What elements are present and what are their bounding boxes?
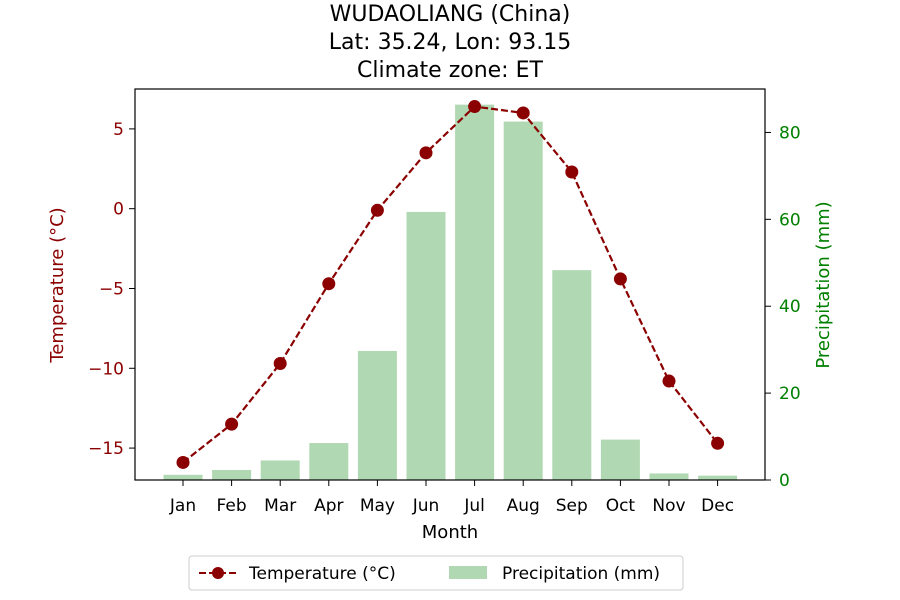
- temperature-tick-label: 0: [113, 200, 124, 220]
- temperature-series: [176, 100, 725, 469]
- precipitation-axis-label: Precipitation (mm): [813, 201, 834, 368]
- precipitation-bar: [600, 439, 640, 480]
- temperature-tick-label: −10: [88, 359, 124, 379]
- precipitation-tick-label: 40: [779, 297, 801, 317]
- month-tick-label: Oct: [606, 496, 636, 516]
- temperature-point: [273, 356, 287, 370]
- precipitation-bar: [649, 473, 689, 480]
- temperature-point: [225, 417, 239, 431]
- chart-title-line3: Climate zone: ET: [357, 58, 543, 83]
- precipitation-tick-label: 20: [779, 384, 801, 404]
- month-tick-label: Jul: [463, 496, 485, 516]
- chart-title-line2: Lat: 35.24, Lon: 93.15: [329, 30, 571, 55]
- temperature-point: [613, 272, 627, 286]
- legend-precipitation-label: Precipitation (mm): [502, 564, 660, 584]
- month-tick-label: May: [360, 496, 395, 516]
- month-tick-label: Aug: [507, 496, 540, 516]
- precipitation-bar: [698, 475, 738, 480]
- month-tick-label: Feb: [217, 496, 247, 516]
- temperature-tick-label: −5: [99, 279, 124, 299]
- precipitation-bar: [163, 474, 203, 480]
- month-tick-label: Jan: [169, 496, 196, 516]
- precipitation-bar: [552, 270, 592, 480]
- precipitation-bar: [357, 350, 397, 480]
- legend-temperature-marker: [212, 567, 224, 579]
- precipitation-bar: [406, 211, 446, 480]
- precipitation-axis: 0 20 40 60 80: [765, 123, 801, 491]
- month-tick-label: Sep: [556, 496, 588, 516]
- chart-title-line1: WUDAOLIANG (China): [330, 2, 571, 27]
- precipitation-bars: [163, 104, 738, 480]
- temperature-point: [468, 100, 482, 114]
- temperature-tick-label: 5: [113, 120, 124, 140]
- legend-temperature-label: Temperature (°C): [248, 564, 396, 584]
- x-axis-label: Month: [422, 522, 478, 543]
- temperature-axis-label: Temperature (°C): [47, 207, 68, 363]
- precipitation-tick-label: 60: [779, 210, 801, 230]
- precipitation-bar: [260, 460, 300, 480]
- temperature-line: [182, 105, 719, 464]
- legend-precipitation-swatch: [449, 566, 487, 579]
- temperature-point: [565, 165, 579, 179]
- plot-frame: [134, 88, 766, 481]
- precipitation-bar: [212, 470, 252, 480]
- temperature-point: [662, 374, 676, 388]
- temperature-point: [516, 106, 530, 120]
- month-tick-label: Apr: [314, 496, 343, 516]
- legend-box: [188, 555, 684, 591]
- temperature-point: [711, 436, 725, 450]
- month-tick-label: Nov: [652, 496, 685, 516]
- precipitation-bar: [309, 443, 349, 480]
- precipitation-bar: [455, 104, 495, 480]
- month-tick-label: Jun: [412, 496, 440, 516]
- month-axis: Jan Feb Mar Apr May Jun Jul Aug Sep Oct Nov Dec: [169, 480, 734, 516]
- precipitation-tick-label: 0: [779, 471, 790, 491]
- temperature-axis: 5 0 −5 −10 −15: [88, 120, 135, 459]
- temperature-tick-label: −15: [88, 439, 124, 459]
- legend: Temperature (°C) Precipitation (mm): [188, 555, 684, 591]
- temperature-point: [419, 146, 433, 160]
- precipitation-bar: [503, 121, 543, 480]
- temperature-point: [322, 277, 336, 291]
- temperature-point: [370, 203, 384, 217]
- month-tick-label: Dec: [701, 496, 734, 516]
- temperature-point: [176, 455, 190, 469]
- precipitation-tick-label: 80: [779, 123, 801, 143]
- month-tick-label: Mar: [264, 496, 296, 516]
